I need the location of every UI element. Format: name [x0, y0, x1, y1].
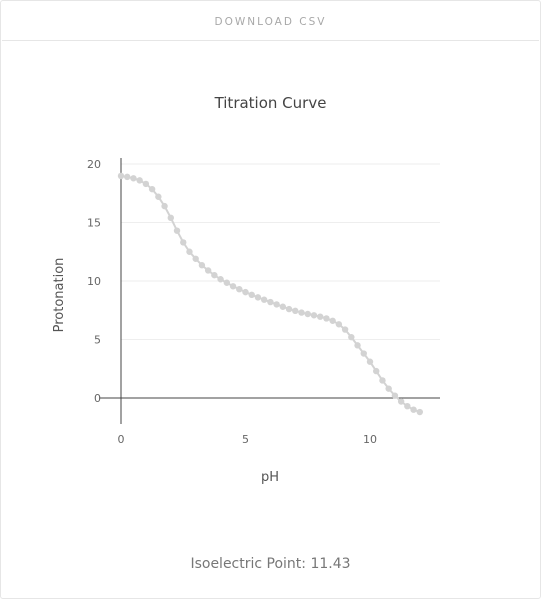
- data-point: [373, 367, 380, 375]
- data-point: [354, 342, 361, 349]
- data-point: [267, 298, 274, 306]
- data-point: [186, 248, 193, 255]
- data-point: [148, 185, 156, 193]
- data-point: [130, 175, 137, 182]
- data-point: [404, 402, 411, 410]
- y-tick-label-10: 10: [87, 275, 101, 288]
- x-tick-label-5: 5: [242, 433, 249, 446]
- data-point: [323, 315, 330, 322]
- data-point: [173, 227, 181, 234]
- data-point: [329, 317, 336, 324]
- data-point: [229, 283, 237, 290]
- data-point: [142, 180, 150, 188]
- y-tick-label-15: 15: [87, 217, 101, 230]
- data-point: [310, 312, 318, 319]
- data-point: [136, 177, 143, 184]
- x-tick-label-10: 10: [363, 433, 377, 446]
- data-point: [167, 214, 174, 222]
- data-point: [385, 385, 392, 392]
- y-tick-label-0: 0: [94, 392, 101, 405]
- data-point: [391, 392, 399, 399]
- data-point: [223, 279, 231, 286]
- data-point: [198, 262, 206, 269]
- data-point: [155, 193, 162, 200]
- download-csv-label: DOWNLOAD CSV: [214, 16, 327, 28]
- data-point: [273, 301, 280, 308]
- x-tick-labels: 0 5 10: [118, 433, 378, 446]
- data-point: [379, 377, 386, 384]
- y-axis-label: Protonation: [52, 258, 67, 333]
- y-tick-label-20: 20: [87, 158, 101, 171]
- data-point: [124, 173, 131, 181]
- data-point: [279, 303, 287, 310]
- data-point: [410, 406, 417, 413]
- grid-lines: [121, 163, 440, 340]
- chart-title: Titration Curve: [214, 94, 327, 112]
- series-line-0: [120, 174, 421, 413]
- data-point: [304, 310, 311, 318]
- x-tick-label-0: 0: [118, 433, 125, 446]
- data-point: [204, 267, 212, 274]
- data-point: [416, 408, 423, 416]
- data-point: [397, 398, 405, 405]
- y-tick-labels: 0 5 10 15 20: [87, 158, 101, 405]
- data-point: [117, 172, 125, 180]
- data-point: [335, 321, 343, 328]
- y-tick-label-5: 5: [94, 334, 101, 347]
- isoelectric-point: Isoelectric Point: 11.43: [190, 556, 351, 572]
- data-point: [192, 255, 199, 262]
- data-point: [248, 291, 255, 299]
- data-point: [317, 313, 324, 320]
- data-point: [236, 285, 243, 293]
- data-point: [254, 294, 262, 301]
- x-axis-label: pH: [261, 470, 279, 485]
- data-point: [360, 350, 367, 357]
- data-point: [366, 358, 374, 365]
- data-point: [260, 296, 268, 303]
- data-point: [161, 202, 168, 210]
- data-point: [180, 239, 187, 246]
- data-point: [292, 307, 299, 315]
- data-point: [341, 326, 349, 333]
- data-point: [217, 276, 224, 283]
- data-point: [348, 333, 355, 341]
- data-point: [242, 288, 249, 296]
- data-point: [298, 309, 305, 316]
- data-point: [211, 271, 218, 279]
- data-point: [285, 305, 293, 313]
- axes: [99, 158, 440, 424]
- download-csv-button[interactable]: DOWNLOAD CSV: [2, 4, 539, 41]
- series-titration: [117, 172, 423, 416]
